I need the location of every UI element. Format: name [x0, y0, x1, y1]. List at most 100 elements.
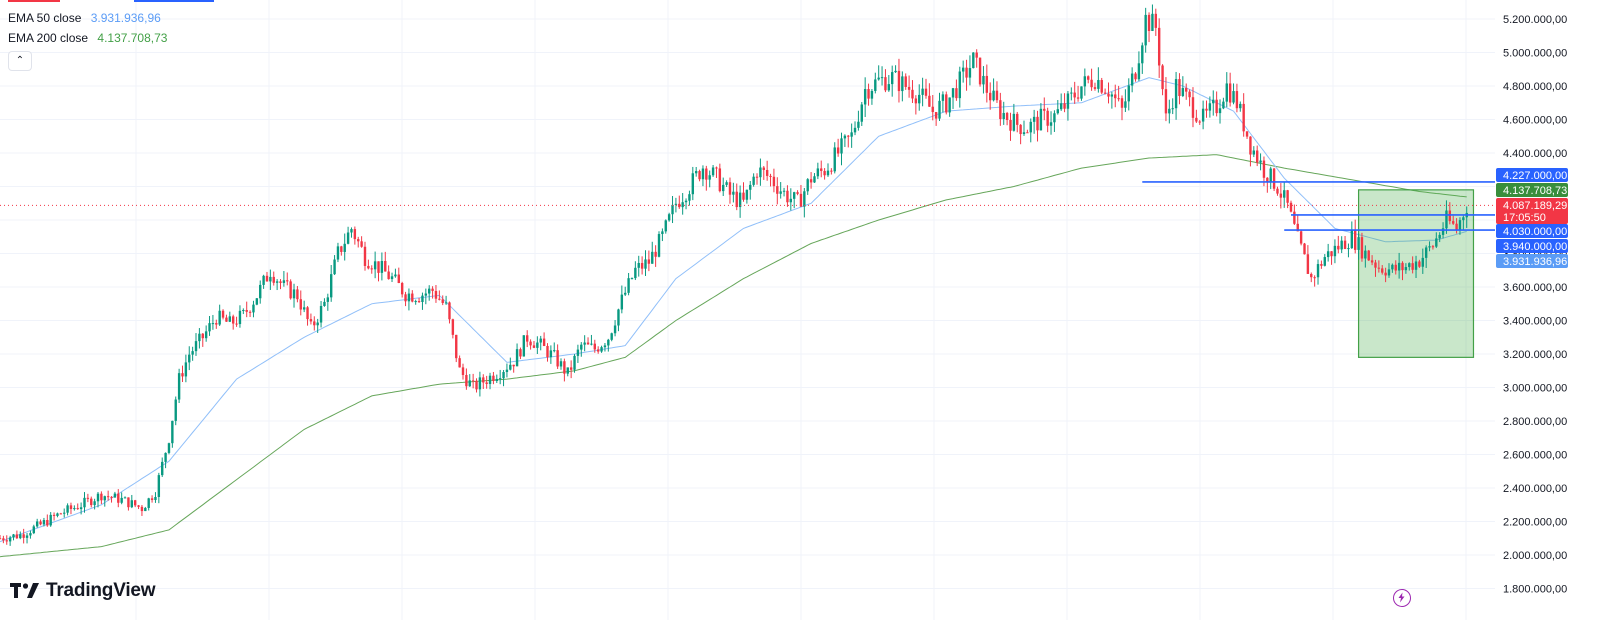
candle-body	[1093, 87, 1097, 89]
candle-body	[887, 84, 891, 91]
candle-body	[553, 350, 556, 352]
candle-body	[1255, 150, 1259, 163]
candle-body	[1431, 246, 1435, 248]
candle-body	[0, 538, 2, 540]
candle-body	[471, 380, 475, 382]
legend-ema200[interactable]: EMA 200 close 4.137.708,73	[8, 28, 167, 48]
candle-body	[779, 191, 782, 194]
candle-body	[1070, 92, 1073, 94]
candle-body	[999, 100, 1002, 120]
candle-body	[49, 514, 52, 526]
axis-tick-label: 3.600.000,00	[1503, 282, 1567, 294]
candle-body	[194, 341, 198, 352]
candle-body	[742, 192, 745, 200]
candle-body	[1428, 246, 1431, 248]
candle-body	[934, 112, 938, 119]
candle-body	[451, 319, 455, 335]
candle-body	[786, 190, 789, 203]
candle-body	[177, 373, 181, 400]
candle-body	[1343, 240, 1347, 249]
lightning-bolt-icon[interactable]	[1393, 589, 1411, 607]
candle-body	[759, 167, 762, 178]
candle-body	[1286, 190, 1289, 203]
legend-ema200-name: EMA 200 close	[8, 31, 89, 45]
countdown-text: 17:05:50	[1503, 212, 1546, 224]
candle-body	[1242, 103, 1245, 132]
candle-body	[978, 57, 982, 85]
candle-body	[63, 512, 66, 514]
candle-body	[1323, 257, 1326, 266]
candle-body	[411, 293, 414, 302]
axis-tick-label: 2.200.000,00	[1503, 517, 1567, 529]
candle-body	[171, 420, 174, 444]
candle-body	[931, 106, 934, 113]
candle-body	[1421, 257, 1424, 267]
candle-body	[1394, 264, 1397, 271]
candle-body	[475, 380, 478, 390]
candle-body	[282, 280, 286, 283]
price-axis[interactable]: 5.200.000,00 5.000.000,00 4.800.000,00 4.60…	[1495, 0, 1600, 620]
candle-body	[407, 293, 411, 302]
candle-body	[255, 298, 259, 305]
candle-body	[117, 493, 120, 503]
candle-body	[678, 203, 681, 208]
candle-body	[945, 94, 948, 113]
candle-body	[1293, 211, 1296, 224]
candle-body	[228, 316, 232, 322]
candle-body	[955, 88, 958, 99]
candle-body	[1080, 86, 1083, 99]
candle-body	[1127, 85, 1130, 102]
candle-body	[184, 362, 188, 377]
legend-collapse-button[interactable]: ⌃	[8, 51, 32, 71]
candle-body	[346, 232, 350, 244]
candle-body	[340, 246, 343, 252]
candle-body	[1215, 99, 1218, 114]
candle-body	[809, 179, 813, 183]
candle-body	[1458, 220, 1462, 230]
candle-body	[1330, 251, 1333, 257]
tradingview-logo-icon	[10, 583, 39, 598]
candle-body	[90, 498, 93, 506]
candle-body	[1178, 79, 1181, 97]
candle-body	[924, 88, 928, 96]
candle-body	[894, 70, 897, 73]
candle-body	[1326, 251, 1330, 258]
axis-tick-label: 4.600.000,00	[1503, 115, 1567, 127]
candle-body	[529, 341, 532, 346]
candle-body	[526, 335, 529, 342]
candle-body	[302, 307, 306, 310]
candle-body	[130, 500, 134, 508]
candle-body	[711, 167, 715, 176]
candle-body	[272, 276, 275, 283]
candle-body	[874, 79, 877, 91]
candle-body	[928, 95, 931, 107]
candle-body	[681, 202, 684, 208]
candle-body	[275, 281, 279, 283]
axis-tick-label: 4.400.000,00	[1503, 148, 1567, 160]
tradingview-logo[interactable]: TradingView	[10, 580, 156, 602]
candle-body	[735, 191, 738, 208]
axis-tick-label: 5.200.000,00	[1503, 14, 1567, 26]
horizontal-line-drawings[interactable]	[0, 181, 1495, 231]
candle-body	[907, 86, 911, 90]
candle-body	[830, 170, 833, 172]
candle-body	[313, 321, 316, 326]
candle-body	[498, 378, 502, 380]
top-strip-red	[8, 0, 60, 2]
candle-body	[1110, 94, 1114, 97]
legend-ema50[interactable]: EMA 50 close 3.931.936,96	[8, 8, 167, 28]
candle-body	[394, 274, 397, 277]
candle-body	[1249, 136, 1252, 155]
candle-body	[1107, 93, 1110, 97]
candle-body	[343, 243, 346, 252]
candle-body	[715, 167, 718, 169]
candle-body	[918, 94, 921, 104]
candle-body	[914, 98, 918, 104]
candle-body	[684, 200, 688, 203]
candle-body	[1164, 89, 1168, 114]
candle-body	[505, 369, 509, 373]
candle-body	[1266, 177, 1269, 183]
candle-body	[1208, 103, 1212, 111]
candle-body	[1005, 112, 1009, 121]
